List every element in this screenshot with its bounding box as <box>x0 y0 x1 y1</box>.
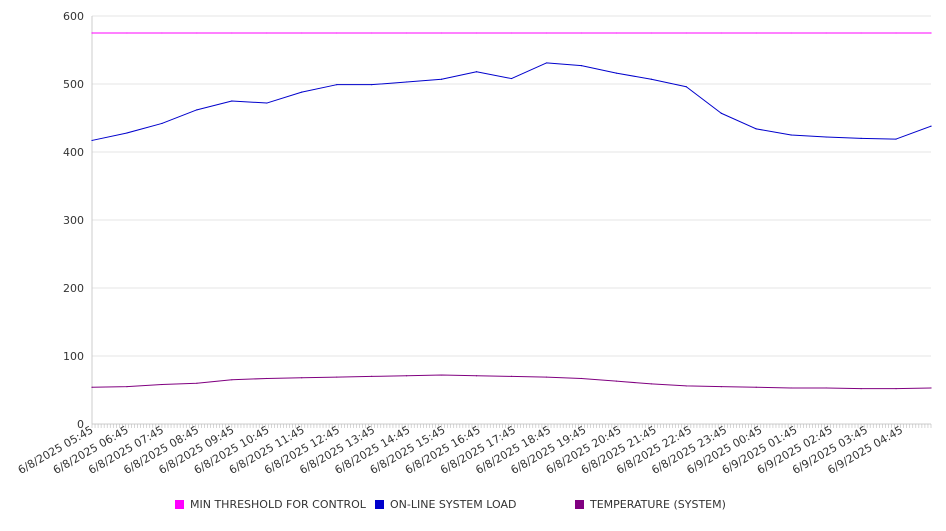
series-1-point <box>475 71 478 73</box>
series-2-point <box>685 385 687 387</box>
series-1-point <box>685 86 687 88</box>
legend-swatch-system-load <box>375 500 384 509</box>
series-1-point <box>720 112 722 114</box>
series-1-point <box>895 138 897 140</box>
series-0-point <box>860 32 862 34</box>
series-2-point <box>860 388 862 390</box>
series-1-point <box>580 65 583 67</box>
series-0-point <box>545 32 548 34</box>
series-2-point <box>91 386 93 388</box>
series-2-point <box>825 387 827 389</box>
series-1-point <box>196 109 198 111</box>
series-1-point <box>790 134 792 136</box>
series-0-point <box>231 32 233 34</box>
series-0-point <box>615 32 617 34</box>
series-1-point <box>231 100 233 102</box>
series-1-point <box>440 78 443 80</box>
series-1-point <box>860 137 862 139</box>
y-tick-label-100: 100 <box>63 350 84 363</box>
series-2-point <box>930 387 932 389</box>
legend: MIN THRESHOLD FOR CONTROL ON-LINE SYSTEM… <box>0 498 946 514</box>
series-1-point <box>371 84 373 86</box>
series-1-point <box>930 125 932 127</box>
series-2-point <box>440 374 443 376</box>
series-line-1 <box>91 62 932 141</box>
series-0-point <box>790 32 792 34</box>
series-0-point <box>930 32 932 34</box>
series-2-point <box>755 386 757 388</box>
series-0-point <box>336 32 338 34</box>
series-line-2 <box>91 374 932 390</box>
legend-item-temperature: TEMPERATURE (SYSTEM) <box>575 498 726 511</box>
series-1-point <box>755 128 757 130</box>
series-1-point <box>406 81 408 83</box>
series-2-point <box>720 386 722 388</box>
series-2-point <box>790 387 792 389</box>
series-0-point <box>580 32 583 34</box>
series-1-point <box>510 77 513 80</box>
series-0-point <box>895 32 897 34</box>
y-tick-label-600: 600 <box>63 10 84 23</box>
series-2-point <box>650 383 652 385</box>
y-tick-label-500: 500 <box>63 78 84 91</box>
series-0-point <box>475 32 478 34</box>
series-1-point <box>161 122 163 125</box>
series-2-point <box>406 375 408 377</box>
series-0-point <box>685 32 687 34</box>
series-2-point <box>895 388 897 390</box>
y-tick-label-200: 200 <box>63 282 84 295</box>
y-tick-label-300: 300 <box>63 214 84 227</box>
series-0-point <box>91 32 93 34</box>
legend-label-min-threshold: MIN THRESHOLD FOR CONTROL <box>190 498 366 511</box>
legend-item-system-load: ON-LINE SYSTEM LOAD <box>375 498 516 511</box>
series-1-point <box>266 102 268 104</box>
series-2-point <box>161 383 163 386</box>
series-1-point <box>825 136 827 138</box>
series-2-point <box>580 377 583 380</box>
series-0-point <box>720 32 722 34</box>
series-0-point <box>650 32 652 34</box>
series-0-point <box>440 32 443 34</box>
series-0-point <box>161 32 163 34</box>
series-0-point <box>126 32 128 34</box>
series-0-point <box>510 32 513 34</box>
series-2-point <box>475 375 478 377</box>
series-1-point <box>301 91 303 93</box>
series-2-point <box>545 376 548 378</box>
series-2-point <box>336 376 338 378</box>
legend-label-system-load: ON-LINE SYSTEM LOAD <box>390 498 517 511</box>
series-1-point <box>126 132 128 134</box>
series-2-point <box>510 375 513 377</box>
series-0-point <box>301 32 303 34</box>
y-tick-label-400: 400 <box>63 146 84 159</box>
series-1-point <box>650 78 652 80</box>
series-2-point <box>301 377 303 379</box>
series-0-point <box>371 32 373 34</box>
series-2-point <box>196 382 198 384</box>
series-2-point <box>371 375 373 377</box>
legend-swatch-temperature <box>575 500 584 509</box>
series-0-point <box>825 32 827 34</box>
series-1-point <box>615 72 617 74</box>
series-0-point <box>406 32 408 34</box>
y-tick-label-0: 0 <box>77 418 84 431</box>
series-0-point <box>266 32 268 34</box>
legend-item-min-threshold: MIN THRESHOLD FOR CONTROL <box>175 498 366 511</box>
series-1-point <box>336 84 338 86</box>
series-0-point <box>196 32 198 34</box>
series-2-point <box>231 379 233 381</box>
series-2-point <box>266 377 268 380</box>
series-2-point <box>126 386 128 388</box>
legend-swatch-min-threshold <box>175 500 184 509</box>
series-0-point <box>755 32 757 34</box>
series-1-point <box>91 139 93 142</box>
series-2-point <box>615 380 617 382</box>
series-1-point <box>545 62 548 64</box>
legend-label-temperature: TEMPERATURE (SYSTEM) <box>590 498 726 511</box>
